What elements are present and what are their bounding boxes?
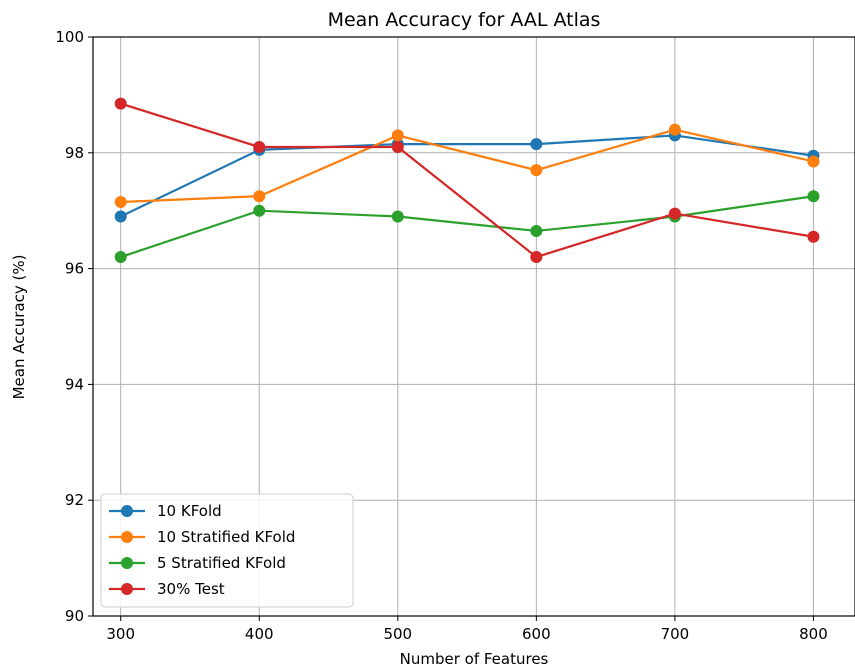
legend-item: 5 Stratified KFold bbox=[109, 554, 286, 572]
legend-marker bbox=[121, 505, 133, 517]
data-point bbox=[530, 138, 543, 151]
x-tick-label: 600 bbox=[522, 625, 551, 643]
series-line bbox=[120, 195, 814, 259]
series-3 bbox=[114, 97, 820, 264]
y-tick-label: 96 bbox=[65, 260, 84, 278]
data-point bbox=[530, 224, 543, 237]
x-tick-label: 300 bbox=[106, 625, 135, 643]
data-point bbox=[253, 141, 266, 154]
axis-ticks: 300 400 500 600 700 800 90 92 94 96 98 100 bbox=[55, 28, 827, 643]
data-point bbox=[391, 141, 404, 154]
legend-item: 30% Test bbox=[109, 580, 225, 598]
legend-item: 10 Stratified KFold bbox=[109, 528, 295, 546]
plot-frame bbox=[92, 36, 855, 617]
data-point bbox=[114, 196, 127, 209]
data-point bbox=[530, 251, 543, 264]
legend-marker bbox=[121, 557, 133, 569]
y-tick-label: 98 bbox=[65, 144, 84, 162]
y-tick-label: 100 bbox=[55, 28, 84, 46]
data-point bbox=[114, 251, 127, 264]
series-line bbox=[120, 128, 814, 204]
data-point bbox=[391, 129, 404, 142]
series-line bbox=[120, 134, 814, 218]
x-tick-label: 500 bbox=[383, 625, 412, 643]
legend-item: 10 KFold bbox=[109, 502, 222, 520]
legend-label: 5 Stratified KFold bbox=[157, 554, 286, 572]
x-axis-title: Number of Features bbox=[400, 650, 549, 668]
y-axis-title: Mean Accuracy (%) bbox=[10, 255, 28, 400]
legend-marker bbox=[121, 531, 133, 543]
series-2 bbox=[114, 190, 820, 264]
y-tick-label: 94 bbox=[65, 375, 84, 393]
data-point bbox=[530, 164, 543, 177]
legend-label: 10 Stratified KFold bbox=[157, 528, 295, 546]
x-tick-label: 800 bbox=[799, 625, 828, 643]
series-0 bbox=[114, 129, 820, 223]
series-line bbox=[120, 102, 814, 259]
x-tick-label: 400 bbox=[245, 625, 274, 643]
y-tick-label: 92 bbox=[65, 491, 84, 509]
series-layer bbox=[114, 97, 820, 264]
data-point bbox=[807, 230, 820, 243]
data-point bbox=[668, 123, 681, 136]
legend-label: 10 KFold bbox=[157, 502, 222, 520]
x-tick-label: 700 bbox=[661, 625, 690, 643]
data-point bbox=[114, 97, 127, 110]
data-point bbox=[253, 204, 266, 217]
series-1 bbox=[114, 123, 820, 209]
chart-title: Mean Accuracy for AAL Atlas bbox=[328, 9, 601, 31]
y-tick-label: 90 bbox=[65, 607, 84, 625]
data-point bbox=[807, 190, 820, 203]
legend-marker bbox=[121, 583, 133, 595]
legend-box bbox=[100, 493, 354, 608]
data-point bbox=[668, 207, 681, 220]
data-point bbox=[391, 210, 404, 223]
data-point bbox=[114, 210, 127, 223]
legend: 10 KFold 10 Stratified KFold 5 Stratified … bbox=[100, 493, 354, 608]
data-point bbox=[253, 190, 266, 203]
data-point bbox=[807, 155, 820, 168]
legend-label: 30% Test bbox=[157, 580, 225, 598]
